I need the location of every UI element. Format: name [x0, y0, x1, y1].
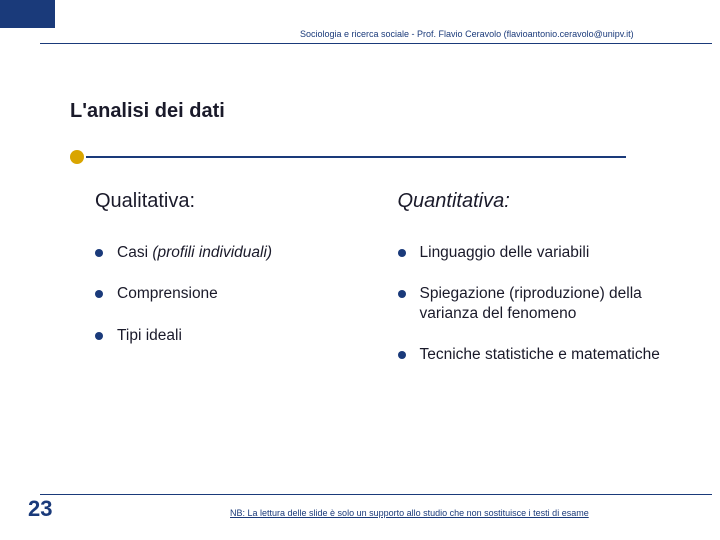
content-columns: Qualitativa: Casi (profili individuali) … [95, 190, 680, 387]
header-text: Sociologia e ricerca sociale - Prof. Fla… [300, 29, 712, 39]
title-underline [86, 156, 626, 158]
right-bullets: Linguaggio delle variabili Spiegazione (… [398, 243, 681, 365]
left-heading: Qualitativa: [95, 190, 378, 213]
list-item: Comprensione [95, 284, 378, 303]
list-item-text: Spiegazione (riproduzione) della varianz… [420, 284, 681, 323]
right-heading: Quantitativa: [398, 190, 681, 213]
left-column: Qualitativa: Casi (profili individuali) … [95, 190, 378, 387]
list-item: Tipi ideali [95, 326, 378, 345]
list-item-text: Tipi ideali [117, 326, 182, 345]
corner-accent [0, 0, 55, 28]
list-item-text: Comprensione [117, 284, 218, 303]
slide-title: L'analisi dei dati [70, 100, 225, 123]
list-item: Spiegazione (riproduzione) della varianz… [398, 284, 681, 323]
right-column: Quantitativa: Linguaggio delle variabili… [378, 190, 681, 387]
title-accent-dot [70, 150, 84, 164]
bullet-icon [95, 332, 103, 340]
footer-note: NB: La lettura delle slide è solo un sup… [230, 508, 710, 518]
list-item: Linguaggio delle variabili [398, 243, 681, 262]
bullet-icon [95, 249, 103, 257]
list-item-text: Linguaggio delle variabili [420, 243, 590, 262]
list-item: Tecniche statistiche e matematiche [398, 345, 681, 364]
header-underline [40, 43, 712, 44]
left-bullets: Casi (profili individuali) Comprensione … [95, 243, 378, 345]
bullet-icon [95, 290, 103, 298]
bullet-icon [398, 249, 406, 257]
bullet-icon [398, 290, 406, 298]
list-item-text: Tecniche statistiche e matematiche [420, 345, 660, 364]
footer-line [40, 494, 712, 495]
slide-number: 23 [28, 496, 52, 522]
list-item-text: Casi (profili individuali) [117, 243, 272, 262]
list-item: Casi (profili individuali) [95, 243, 378, 262]
bullet-icon [398, 351, 406, 359]
